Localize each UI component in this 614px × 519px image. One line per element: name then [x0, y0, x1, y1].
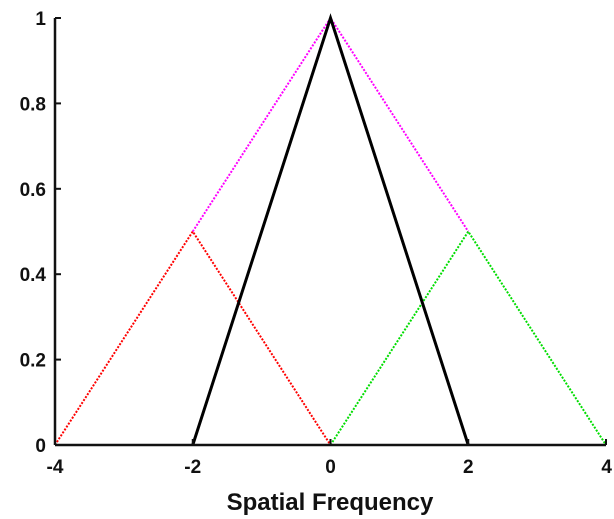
x-tick-label: -2	[184, 457, 201, 478]
y-tick-label: 0.8	[20, 94, 46, 115]
series-line-1	[191, 16, 470, 233]
y-tick-label: 0.4	[20, 265, 47, 286]
plot-area	[54, 13, 607, 446]
series-line-4	[191, 13, 470, 446]
x-axis-title: Spatial Frequency	[227, 489, 434, 516]
y-tick-label: 0.2	[20, 351, 46, 372]
series-line-3	[329, 229, 607, 446]
series-line-2	[54, 229, 332, 446]
y-tick-label: 0.6	[20, 180, 46, 201]
y-tick-label: 0	[35, 436, 46, 457]
x-tick-label: 4	[601, 457, 612, 478]
x-tick-label: -4	[47, 457, 64, 478]
x-axis-ticks: -4 -2 0 2 4	[47, 439, 612, 478]
x-tick-label: 0	[325, 457, 336, 478]
y-tick-label: 1	[35, 9, 46, 30]
y-axis-ticks: 0 0.2 0.4 0.6 0.8 1	[20, 9, 61, 457]
x-tick-label: 2	[463, 457, 474, 478]
